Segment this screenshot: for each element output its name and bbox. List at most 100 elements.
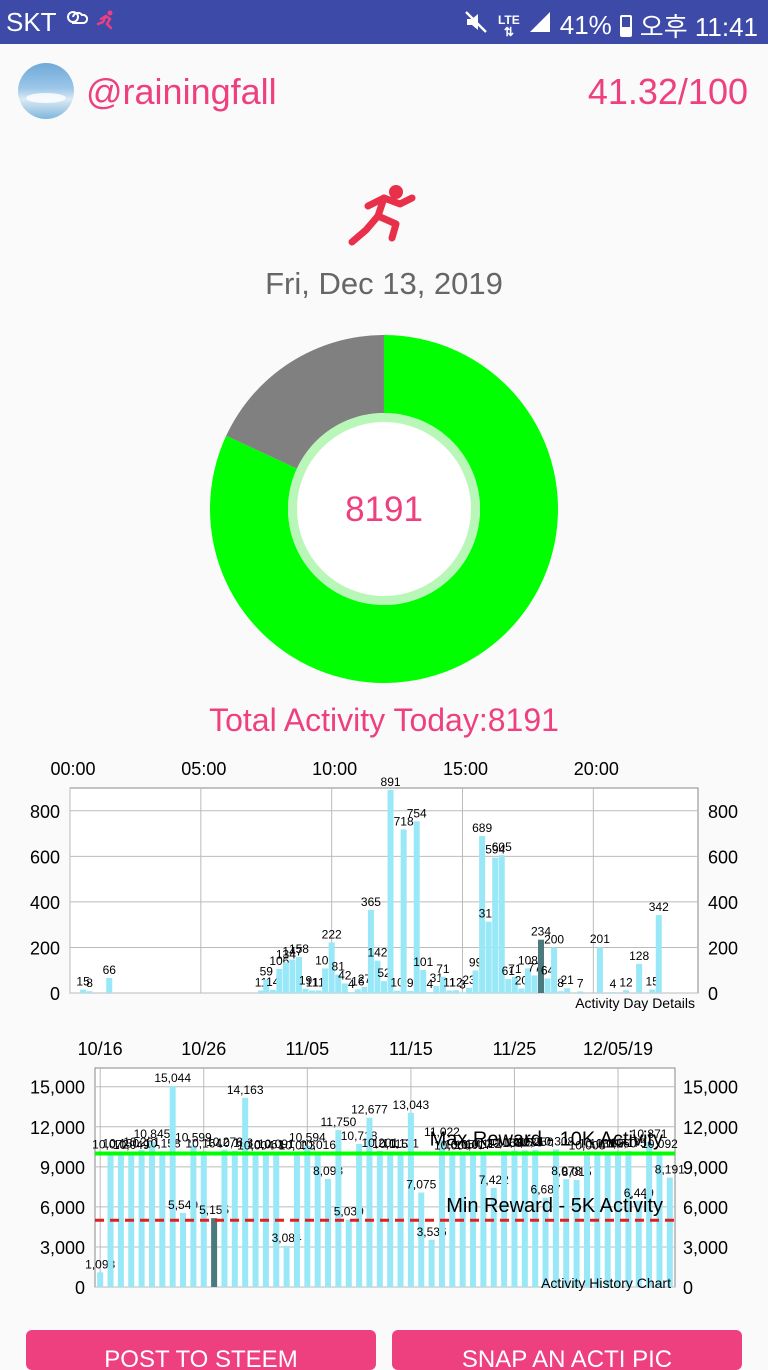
y-tick-label-left: 15,000 — [30, 1078, 85, 1098]
history-bar-label: 8,078 — [551, 1164, 581, 1178]
post-to-steem-button[interactable]: POST TO STEEM — [26, 1330, 376, 1370]
day-bar — [564, 988, 571, 993]
day-bar-label: 342 — [649, 900, 669, 914]
day-bar — [492, 857, 499, 993]
history-bar — [615, 1151, 622, 1287]
day-bar — [407, 990, 414, 993]
y-tick-label-right: 800 — [708, 802, 738, 822]
y-tick-label-right: 3,000 — [683, 1238, 728, 1258]
x-tick-label: 15:00 — [443, 759, 488, 779]
history-bar-label: 10,235 — [506, 1135, 543, 1149]
mute-icon — [464, 10, 490, 41]
weather-icon — [63, 7, 89, 38]
day-bar — [538, 939, 544, 993]
day-bar-label: 222 — [322, 927, 342, 941]
history-bar-label: 10,164 — [185, 1136, 222, 1150]
profile-header: @rainingfall 41.32/100 — [18, 63, 768, 121]
day-bar — [269, 989, 276, 993]
history-bar — [449, 1153, 456, 1287]
history-bar — [345, 1219, 352, 1287]
history-bar-label: 10,061 — [248, 1138, 285, 1152]
history-bar — [138, 1149, 145, 1287]
history-bar-label: 10,000 — [569, 1138, 606, 1152]
history-bar-label: 8,191 — [655, 1163, 685, 1177]
day-bar — [446, 990, 453, 993]
day-bar-label: 365 — [361, 895, 381, 909]
y-tick-label-left: 6,000 — [40, 1198, 85, 1218]
history-bar — [335, 1130, 342, 1287]
day-bar — [655, 915, 662, 993]
history-bar — [190, 1145, 197, 1287]
donut-remaining-slice — [226, 335, 384, 469]
lte-label: LTE — [497, 12, 520, 27]
x-tick-label: 10:00 — [312, 759, 357, 779]
history-bar — [304, 1145, 311, 1287]
history-bar-label: 13,043 — [393, 1098, 430, 1112]
day-bar-label: 8 — [86, 976, 93, 990]
chart-title: Activity Day Details — [575, 995, 695, 1011]
y-tick-label-left: 800 — [30, 802, 60, 822]
day-bar-label: 134 — [276, 947, 296, 961]
day-bar — [263, 979, 270, 993]
day-bar — [387, 790, 394, 993]
plot-area — [69, 787, 699, 994]
day-bar-label: 66 — [103, 963, 117, 977]
history-bar-label: 11,750 — [320, 1115, 356, 1129]
history-bar-label: 10,160 — [600, 1136, 637, 1150]
history-bar-label: 10,092 — [641, 1137, 678, 1151]
history-bar — [252, 1153, 259, 1287]
y-tick-label-right: 12,000 — [683, 1118, 738, 1138]
donut-hole — [297, 422, 471, 596]
data-arrows-icon: ⇅ — [503, 24, 514, 39]
x-tick-label: 10/26 — [181, 1039, 226, 1059]
history-bar-label: 10,049 — [113, 1138, 150, 1152]
day-bar-label: 19 — [299, 974, 313, 988]
history-bar — [376, 1150, 383, 1287]
y-tick-label-right: 6,000 — [683, 1198, 728, 1218]
snap-acti-pic-button[interactable]: SNAP AN ACTI PIC — [392, 1330, 742, 1370]
day-bar — [649, 989, 656, 993]
donut-center-value: 8191 — [345, 490, 423, 529]
history-bar — [180, 1212, 187, 1287]
history-bar-label: 11,022 — [424, 1125, 460, 1139]
avatar[interactable] — [18, 63, 74, 119]
day-bar-label: 128 — [629, 949, 649, 963]
history-bar — [521, 1150, 528, 1287]
x-tick-label: 11/25 — [493, 1039, 537, 1059]
day-bar-label: 718 — [394, 814, 414, 828]
day-bar-label: 11 — [306, 975, 319, 989]
username[interactable]: @rainingfall — [86, 71, 277, 112]
day-bar — [426, 992, 433, 994]
history-bar — [117, 1151, 124, 1287]
history-bar — [169, 1086, 176, 1287]
history-bar-label: 15,044 — [154, 1071, 191, 1085]
day-bar-label: 7 — [577, 976, 584, 990]
history-bar-label: 10,112 — [465, 1137, 501, 1151]
y-tick-label-right: 15,000 — [683, 1078, 738, 1098]
day-bar — [544, 978, 551, 993]
clock: 오후 11:41 — [639, 12, 758, 42]
history-bar — [221, 1149, 228, 1287]
total-activity-today: Total Activity Today:8191 — [209, 702, 559, 738]
history-bar — [511, 1150, 518, 1287]
history-bar — [366, 1117, 373, 1287]
day-bar-label: 71 — [436, 962, 450, 976]
day-bar — [636, 963, 643, 993]
y-tick-label-left: 9,000 — [40, 1158, 85, 1178]
history-bar-label: 10,250 — [517, 1135, 554, 1149]
y-tick-label-right: 9,000 — [683, 1158, 728, 1178]
day-bar-label: 61 — [502, 964, 516, 978]
day-bar — [557, 991, 564, 993]
day-bar — [322, 968, 329, 993]
day-bar-label: 142 — [367, 946, 387, 960]
runner-notification-icon — [95, 7, 117, 38]
history-bar — [211, 1218, 218, 1287]
history-bar-label: 10,131 — [579, 1137, 616, 1151]
history-bar-label: 10,130 — [103, 1137, 140, 1151]
history-bar — [552, 1149, 559, 1287]
lte-indicator: LTE ⇅ — [498, 14, 520, 38]
day-bar-label: 605 — [492, 840, 512, 854]
x-tick-label: 00:00 — [50, 759, 95, 779]
day-bar-label: 147 — [282, 945, 302, 959]
donut-achieved-slice — [210, 335, 558, 683]
